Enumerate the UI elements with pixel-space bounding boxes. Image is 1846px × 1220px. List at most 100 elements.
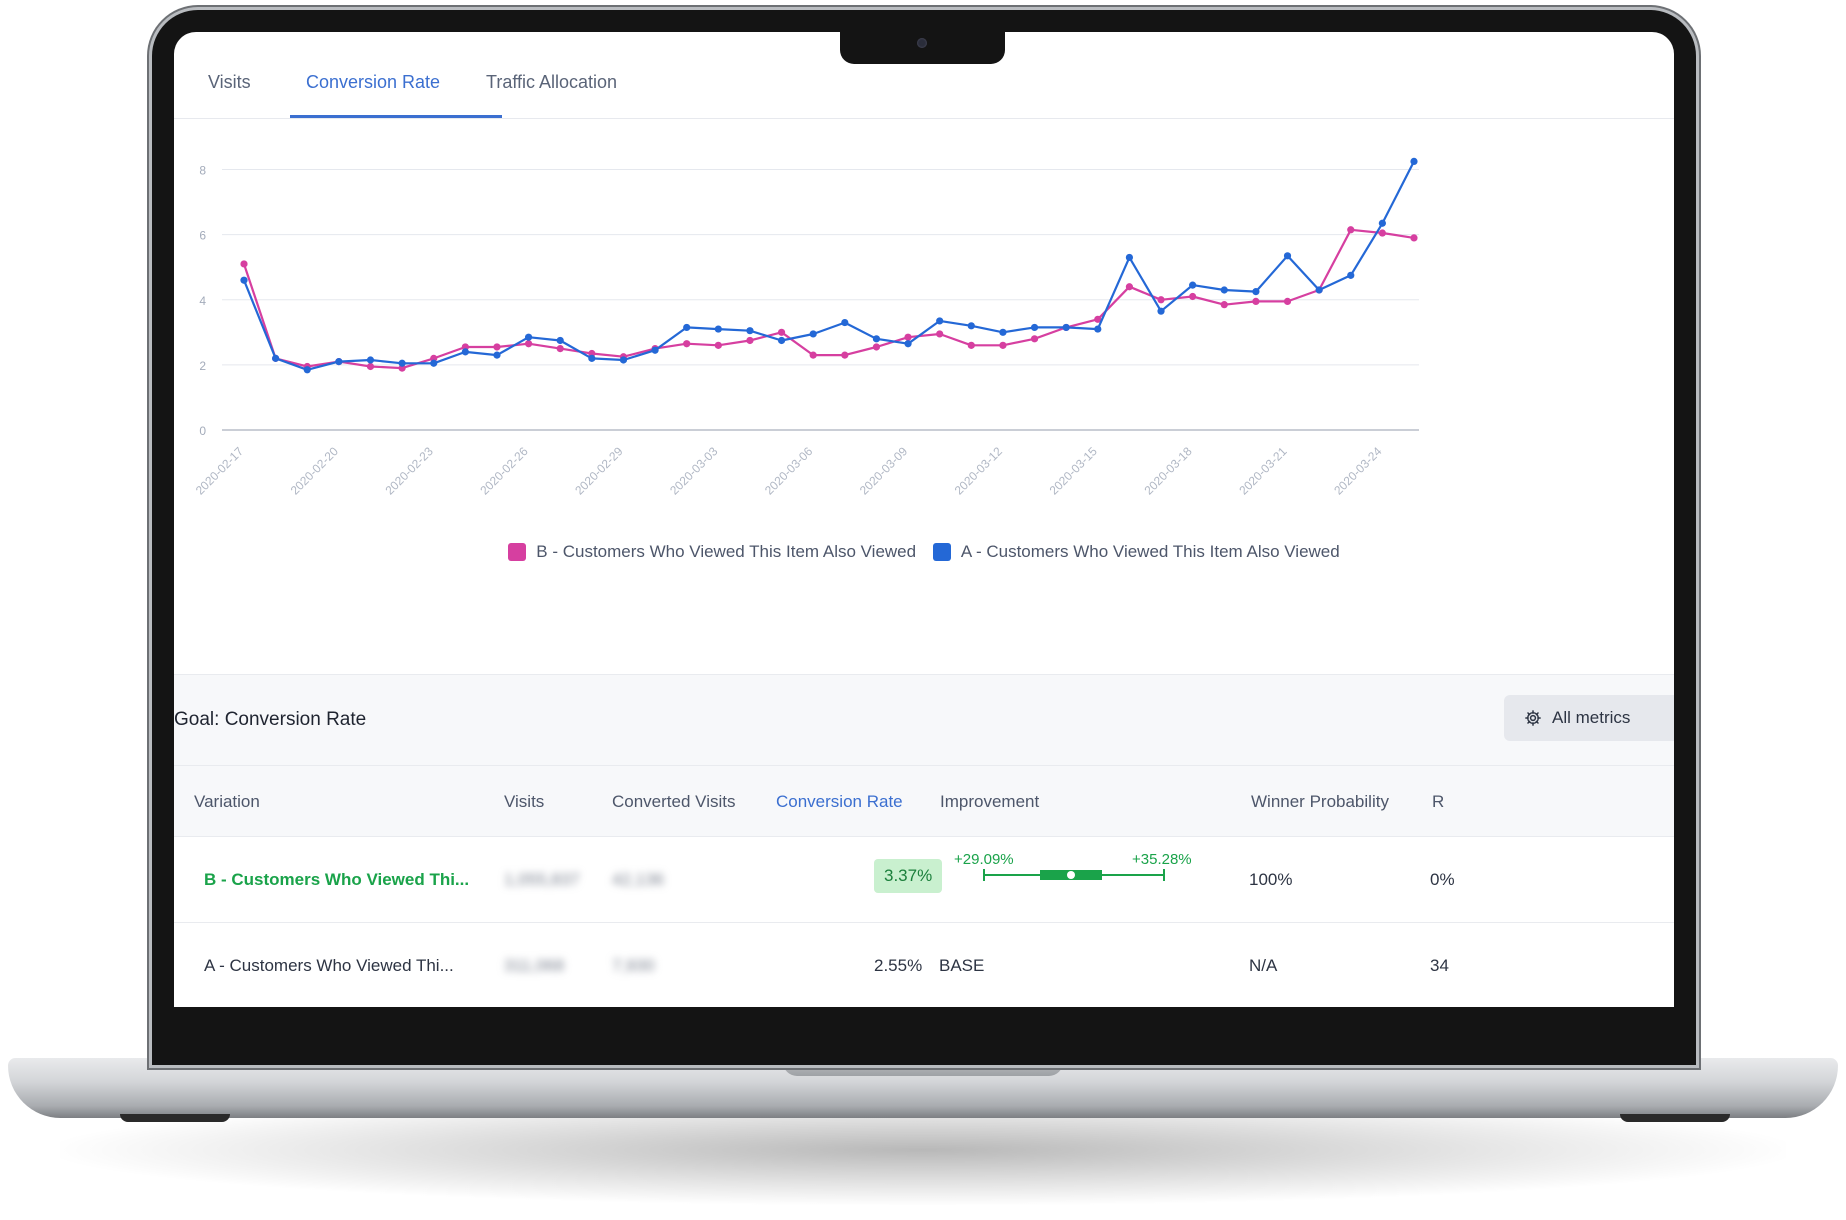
conversion-rate-value: 2.55% bbox=[874, 956, 923, 975]
table-row[interactable]: A - Customers Who Viewed Thi... 311,068 … bbox=[174, 923, 1674, 1007]
active-tab-indicator bbox=[290, 115, 502, 118]
series-b-point bbox=[777, 328, 786, 336]
series-a-point bbox=[524, 333, 533, 341]
series-a-point bbox=[967, 322, 975, 330]
series-a-point bbox=[809, 330, 817, 338]
series-a-point bbox=[1315, 286, 1323, 294]
x-tick-label: 2020-03-15 bbox=[1047, 444, 1101, 498]
series-a-point bbox=[1125, 253, 1134, 262]
tab-conversion-rate[interactable]: Conversion Rate bbox=[306, 72, 441, 92]
series-b-point bbox=[1252, 297, 1260, 305]
variation-name[interactable]: A - Customers Who Viewed Thi... bbox=[204, 956, 454, 975]
legend-item-b[interactable]: B - Customers Who Viewed This Item Also … bbox=[508, 542, 916, 562]
series-b-line bbox=[242, 228, 1415, 370]
x-tick-label: 2020-02-23 bbox=[383, 444, 437, 498]
col-visits[interactable]: Visits bbox=[504, 792, 545, 811]
tab-traffic-allocation[interactable]: Traffic Allocation bbox=[486, 72, 618, 92]
x-tick-label: 2020-03-03 bbox=[667, 444, 721, 498]
y-tick-label: 8 bbox=[199, 164, 206, 178]
series-a-point bbox=[1062, 323, 1070, 332]
extra-value: 34 bbox=[1430, 956, 1449, 975]
series-b-point bbox=[809, 351, 817, 359]
series-a-point bbox=[1252, 288, 1260, 296]
legend-swatch-b bbox=[508, 543, 527, 561]
series-a-point bbox=[493, 351, 501, 359]
gear-icon bbox=[1525, 710, 1541, 726]
visits-value: 1,055,837 bbox=[504, 870, 580, 889]
series-a-point bbox=[1157, 307, 1165, 315]
tab-bar: Visits Conversion Rate Traffic Allocatio… bbox=[174, 32, 1674, 119]
series-b-point bbox=[1125, 283, 1134, 291]
line-chart: 0 2 4 6 8 2020-02-17 2020-02-20 2020-02-23 2020-… bbox=[193, 157, 1419, 498]
series-a-point bbox=[619, 356, 628, 364]
series-b-point bbox=[936, 330, 944, 338]
chart-legend: B - Customers Who Viewed This Item Also … bbox=[174, 542, 1674, 566]
series-a-point bbox=[1410, 157, 1418, 165]
y-tick-label: 0 bbox=[199, 424, 206, 438]
series-a-point bbox=[272, 354, 280, 362]
series-a-point bbox=[936, 317, 944, 325]
series-a-point bbox=[588, 354, 596, 362]
legend-label-b: B - Customers Who Viewed This Item Also … bbox=[536, 542, 917, 561]
series-b-point bbox=[714, 341, 722, 349]
improvement-value: BASE bbox=[939, 956, 985, 975]
series-a-point bbox=[335, 358, 343, 366]
series-b-point bbox=[1410, 234, 1418, 242]
series-b-point bbox=[1094, 315, 1102, 323]
laptop-foot-left bbox=[120, 1114, 230, 1122]
conversion-rate-chart: 0 2 4 6 8 2020-02-17 2020-02-20 2020-02-23 2020-… bbox=[174, 120, 1674, 580]
col-converted-visits[interactable]: Converted Visits bbox=[612, 792, 736, 811]
series-b-point bbox=[999, 341, 1007, 349]
col-improvement[interactable]: Improvement bbox=[940, 792, 1040, 811]
legend-swatch-a bbox=[932, 543, 951, 561]
series-a-point bbox=[1220, 286, 1228, 294]
col-variation[interactable]: Variation bbox=[194, 792, 260, 811]
series-a-line bbox=[242, 160, 1415, 371]
extra-value: 0% bbox=[1430, 870, 1455, 889]
series-a-point bbox=[461, 348, 469, 356]
tab-visits[interactable]: Visits bbox=[208, 72, 251, 92]
series-b-point bbox=[1157, 296, 1165, 304]
series-a-point bbox=[240, 276, 248, 284]
goal-bar: Goal: Conversion Rate All metrics bbox=[174, 674, 1674, 766]
col-conversion-rate[interactable]: Conversion Rate bbox=[776, 792, 903, 811]
series-a-point bbox=[904, 340, 912, 348]
series-b-point bbox=[556, 345, 564, 353]
series-b-point bbox=[872, 343, 881, 351]
series-a-point bbox=[1347, 271, 1355, 279]
series-a-point bbox=[398, 359, 406, 367]
legend-item-a[interactable]: A - Customers Who Viewed This Item Also … bbox=[932, 542, 1340, 562]
x-tick-label: 2020-03-24 bbox=[1331, 444, 1385, 498]
series-b-point bbox=[1220, 301, 1228, 309]
visits-value: 311,068 bbox=[504, 956, 565, 975]
improvement-low: +29.09% bbox=[954, 851, 1014, 868]
series-a-point bbox=[683, 323, 691, 332]
x-tick-label: 2020-03-09 bbox=[857, 444, 911, 498]
x-tick-label: 2020-03-12 bbox=[952, 444, 1006, 498]
x-tick-label: 2020-03-21 bbox=[1236, 444, 1290, 498]
y-tick-label: 6 bbox=[199, 229, 206, 243]
camera-icon bbox=[917, 38, 927, 48]
screen: Visits Conversion Rate Traffic Allocatio… bbox=[174, 32, 1674, 1007]
col-winner-probability[interactable]: Winner Probability bbox=[1251, 792, 1389, 811]
series-a-point bbox=[714, 325, 722, 333]
camera-notch bbox=[840, 28, 1005, 64]
series-a-point bbox=[841, 318, 849, 327]
series-a-point bbox=[1378, 219, 1386, 227]
series-b-point bbox=[1347, 226, 1355, 234]
series-a-point bbox=[999, 328, 1007, 336]
y-tick-label: 4 bbox=[199, 294, 206, 308]
series-a-point bbox=[1189, 281, 1197, 289]
series-a-point bbox=[777, 336, 786, 345]
series-a-point bbox=[366, 356, 375, 364]
table-row[interactable]: B - Customers Who Viewed Thi... 1,055,83… bbox=[174, 837, 1674, 923]
series-a-point bbox=[746, 327, 754, 335]
all-metrics-button[interactable]: All metrics bbox=[1504, 695, 1674, 741]
col-extra[interactable]: R bbox=[1432, 792, 1445, 811]
variation-name[interactable]: B - Customers Who Viewed Thi... bbox=[204, 870, 470, 889]
legend-label-a: A - Customers Who Viewed This Item Also … bbox=[960, 542, 1340, 561]
laptop-foot-right bbox=[1620, 1114, 1730, 1122]
series-b-point bbox=[1283, 297, 1292, 305]
x-tick-label: 2020-02-26 bbox=[477, 444, 531, 498]
improvement-interval bbox=[983, 869, 1165, 881]
